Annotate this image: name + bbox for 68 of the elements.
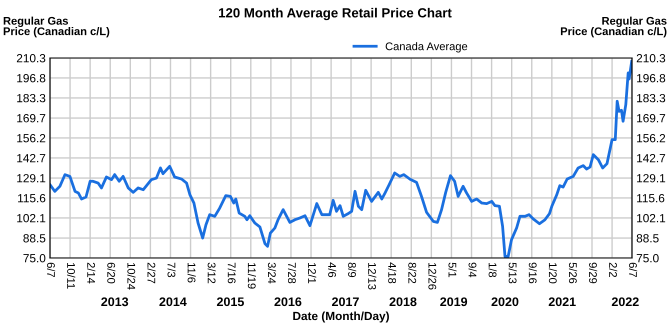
x-tick-label: 9/4 bbox=[468, 262, 477, 278]
x2-tick-label: 2013 bbox=[101, 297, 128, 306]
y2-tick-label: 88.5 bbox=[636, 234, 659, 242]
y2-tick-label: 183.3 bbox=[637, 94, 666, 102]
y-tick-label: 169.7 bbox=[17, 114, 46, 122]
y-tick-label: 156.2 bbox=[17, 134, 46, 142]
y2-tick-label: 210.3 bbox=[636, 54, 666, 62]
x-tick-label: 3/12 bbox=[208, 262, 216, 284]
x-tick-label: 6/7 bbox=[629, 262, 638, 278]
x-tick-label: 7/3 bbox=[167, 262, 176, 278]
y-tick-label: 88.5 bbox=[23, 234, 46, 242]
y-tick-label: 102.1 bbox=[17, 214, 46, 222]
line-series bbox=[50, 60, 632, 258]
y-axis-title: Regular Gas Price (Canadian c/L) bbox=[4, 16, 110, 38]
x-tick-label: 2/27 bbox=[147, 262, 156, 284]
y2-tick-label: 115.6 bbox=[637, 194, 664, 202]
x-tick-label: 7/28 bbox=[288, 262, 296, 284]
x-tick-label: 2/2 bbox=[609, 262, 618, 278]
x-tick-label: 12/26 bbox=[428, 263, 437, 290]
y2-tick-label: 75.0 bbox=[636, 254, 659, 262]
x2-tick-label: 2014 bbox=[159, 297, 187, 306]
x-tick-label: 9/16 bbox=[528, 262, 537, 284]
y-tick-label: 142.7 bbox=[17, 154, 46, 162]
y2-tick-label: 156.2 bbox=[637, 134, 666, 142]
x-tick-label: 8/22 bbox=[408, 262, 416, 284]
x-tick-label: 9/29 bbox=[589, 262, 598, 284]
x2-tick-label: 2021 bbox=[548, 297, 576, 306]
y2-axis-title: Regular Gas Price (Canadian c/L) bbox=[560, 16, 667, 38]
y2-tick-label: 169.7 bbox=[637, 114, 666, 122]
x-tick-label: 12/13 bbox=[368, 263, 376, 290]
legend-label: Canada Average bbox=[386, 42, 468, 52]
x2-tick-label: 2016 bbox=[274, 297, 302, 306]
x2-tick-label: 2015 bbox=[216, 297, 244, 306]
x-tick-label: 10/11 bbox=[67, 263, 76, 289]
chart-title: 120 Month Average Retail Price Chart bbox=[219, 8, 452, 20]
x-tick-label: 6/7 bbox=[47, 262, 56, 278]
x-tick-label: 1/20 bbox=[548, 263, 558, 284]
y-tick-label: 75.0 bbox=[23, 254, 46, 262]
x2-tick-label: 2017 bbox=[332, 297, 359, 306]
x-tick-label: 4/6 bbox=[328, 262, 336, 278]
y2-tick-label: 129.1 bbox=[637, 174, 666, 182]
y2-tick-label: 196.8 bbox=[637, 74, 666, 82]
x-tick-label: 11/19 bbox=[248, 263, 256, 289]
x-tick-label: 12/1 bbox=[308, 263, 316, 284]
x-tick-label: 8/9 bbox=[348, 262, 356, 278]
x-tick-label: 7/16 bbox=[228, 262, 236, 284]
x-tick-label: 6/20 bbox=[107, 262, 116, 284]
y2-tick-label: 102.1 bbox=[637, 214, 666, 222]
y-tick-label: 210.3 bbox=[16, 54, 46, 62]
y2-tick-label: 142.7 bbox=[637, 154, 666, 162]
x-tick-label: 11/6 bbox=[188, 263, 196, 282]
x2-tick-label: 2022 bbox=[612, 297, 639, 306]
x-tick-label: 2/14 bbox=[87, 262, 96, 284]
x-tick-label: 3/24 bbox=[268, 262, 276, 284]
x2-tick-label: 2019 bbox=[440, 297, 468, 306]
y-tick-label: 129.1 bbox=[17, 174, 46, 182]
x-tick-label: 5/13 bbox=[508, 262, 517, 284]
x-tick-label: 4/18 bbox=[388, 262, 396, 284]
x-tick-label: 5/26 bbox=[568, 262, 578, 284]
y-tick-label: 196.8 bbox=[17, 74, 46, 82]
x-axis-title: Date (Month/Day) bbox=[293, 311, 389, 323]
y-tick-label: 183.3 bbox=[17, 94, 46, 102]
x-tick-label: 1/8 bbox=[488, 263, 497, 278]
x2-tick-label: 2020 bbox=[492, 297, 518, 306]
x2-tick-label: 2018 bbox=[390, 297, 417, 306]
y-tick-label: 115.6 bbox=[18, 194, 46, 202]
x-tick-label: 10/24 bbox=[127, 263, 136, 290]
x-tick-label: 5/1 bbox=[448, 262, 457, 278]
